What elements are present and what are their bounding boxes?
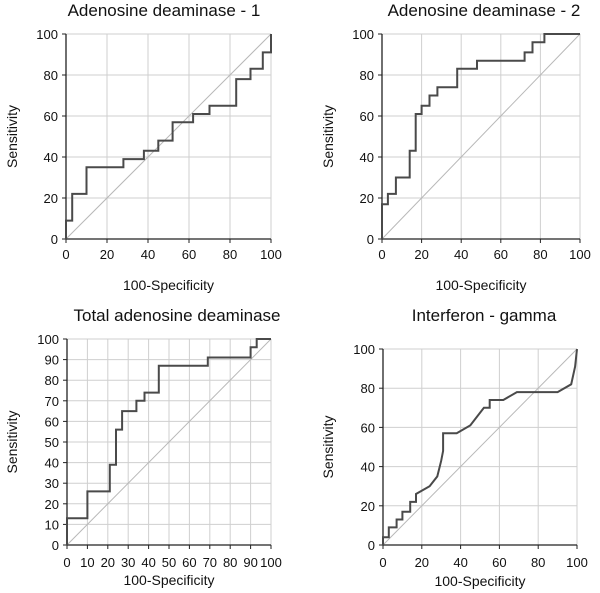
chart-3-y-tick-label: 40 xyxy=(45,456,59,471)
chart-2-y-tick-label: 80 xyxy=(360,68,374,83)
chart-1-x-tick-label: 40 xyxy=(141,247,155,262)
chart-3-y-tick-label: 60 xyxy=(45,414,59,429)
chart-3-y-tick-label: 0 xyxy=(52,538,59,553)
chart-2-x-tick-label: 100 xyxy=(569,247,591,262)
chart-4-y-tick-label: 40 xyxy=(361,460,375,475)
chart-3-reference-diagonal xyxy=(66,338,272,546)
chart-4-x-tick-label: 0 xyxy=(379,555,386,570)
chart-2-x-tick-label: 80 xyxy=(533,247,547,262)
chart-1-x-tick-label: 100 xyxy=(260,247,282,262)
chart-1-y-axis-label: Sensitivity xyxy=(4,105,20,168)
chart-3-x-tick-label: 50 xyxy=(162,555,176,570)
chart-4-x-tick-label: 20 xyxy=(415,555,429,570)
chart-3-y-axis-label: Sensitivity xyxy=(4,410,20,473)
chart-3-x-tick-label: 20 xyxy=(101,555,115,570)
chart-4-x-tick-label: 80 xyxy=(531,555,545,570)
chart-4-y-axis-label: Sensitivity xyxy=(320,415,336,478)
chart-3-y-tick-label: 70 xyxy=(45,394,59,409)
chart-3-y-tick-label: 50 xyxy=(45,435,59,450)
chart-4-x-tick-label: 40 xyxy=(453,555,467,570)
chart-3-y-tick-label: 100 xyxy=(37,332,59,347)
chart-4-title: Interferon - gamma xyxy=(412,306,557,325)
chart-3-y-tick-label: 30 xyxy=(45,476,59,491)
chart-4-y-tick-label: 100 xyxy=(353,342,375,357)
chart-4-x-tick-label: 100 xyxy=(566,555,588,570)
chart-3-x-tick-label: 10 xyxy=(80,555,94,570)
chart-2-y-tick-label: 100 xyxy=(352,27,374,42)
chart-3-x-tick-label: 70 xyxy=(203,555,217,570)
chart-1-y-tick-label: 80 xyxy=(44,68,58,83)
chart-3-x-tick-label: 0 xyxy=(63,555,70,570)
chart-3-x-tick-label: 40 xyxy=(141,555,155,570)
chart-3-x-tick-label: 90 xyxy=(243,555,257,570)
chart-3-x-tick-label: 100 xyxy=(260,555,282,570)
chart-1-y-tick-label: 60 xyxy=(44,109,58,124)
chart-2-title: Adenosine deaminase - 2 xyxy=(388,1,581,20)
chart-2-x-axis-label: 100-Specificity xyxy=(435,277,526,293)
chart-1-y-tick-label: 40 xyxy=(44,150,58,165)
chart-1-y-tick-label: 0 xyxy=(51,232,58,247)
chart-2-y-tick-label: 60 xyxy=(360,109,374,124)
chart-3-x-tick-label: 80 xyxy=(223,555,237,570)
chart-4-reference-diagonal xyxy=(382,348,578,546)
chart-3-y-tick-label: 10 xyxy=(45,517,59,532)
chart-3-x-tick-label: 30 xyxy=(121,555,135,570)
chart-3-title: Total adenosine deaminase xyxy=(74,306,281,325)
chart-2-y-tick-label: 0 xyxy=(367,232,374,247)
chart-3-y-tick-label: 20 xyxy=(45,497,59,512)
chart-1-x-axis-label: 100-Specificity xyxy=(123,277,214,293)
chart-2-reference-diagonal xyxy=(381,33,581,240)
chart-3-y-tick-label: 90 xyxy=(45,353,59,368)
chart-3-x-axis-label: 100-Specificity xyxy=(123,572,214,588)
chart-1-title: Adenosine deaminase - 1 xyxy=(68,1,261,20)
chart-2-roc-curve xyxy=(381,33,580,239)
chart-3-x-tick-label: 60 xyxy=(182,555,196,570)
chart-1-roc-curve xyxy=(65,34,272,239)
chart-1-x-tick-label: 80 xyxy=(223,247,237,262)
chart-3-roc-curve xyxy=(66,338,271,545)
chart-2-x-tick-label: 0 xyxy=(378,247,385,262)
chart-3-y-tick-label: 80 xyxy=(45,373,59,388)
chart-4-x-tick-label: 60 xyxy=(492,555,506,570)
chart-2-x-tick-label: 40 xyxy=(454,247,468,262)
chart-1-x-tick-label: 0 xyxy=(62,247,69,262)
chart-2-y-tick-label: 20 xyxy=(360,191,374,206)
chart-1-y-tick-label: 100 xyxy=(36,27,58,42)
chart-4-roc-curve xyxy=(382,348,578,545)
chart-1-y-tick-label: 20 xyxy=(44,191,58,206)
chart-4-y-tick-label: 60 xyxy=(361,420,375,435)
chart-2-y-tick-label: 40 xyxy=(360,150,374,165)
chart-4-y-tick-label: 0 xyxy=(368,538,375,553)
chart-1-x-tick-label: 20 xyxy=(100,247,114,262)
chart-4-y-tick-label: 80 xyxy=(361,381,375,396)
chart-4-y-tick-label: 20 xyxy=(361,499,375,514)
chart-1-reference-diagonal xyxy=(65,33,272,240)
chart-4-x-axis-label: 100-Specificity xyxy=(434,573,525,589)
chart-2-x-tick-label: 20 xyxy=(414,247,428,262)
chart-2-y-axis-label: Sensitivity xyxy=(320,105,336,168)
chart-1-x-tick-label: 60 xyxy=(182,247,196,262)
chart-2-x-tick-label: 60 xyxy=(494,247,508,262)
